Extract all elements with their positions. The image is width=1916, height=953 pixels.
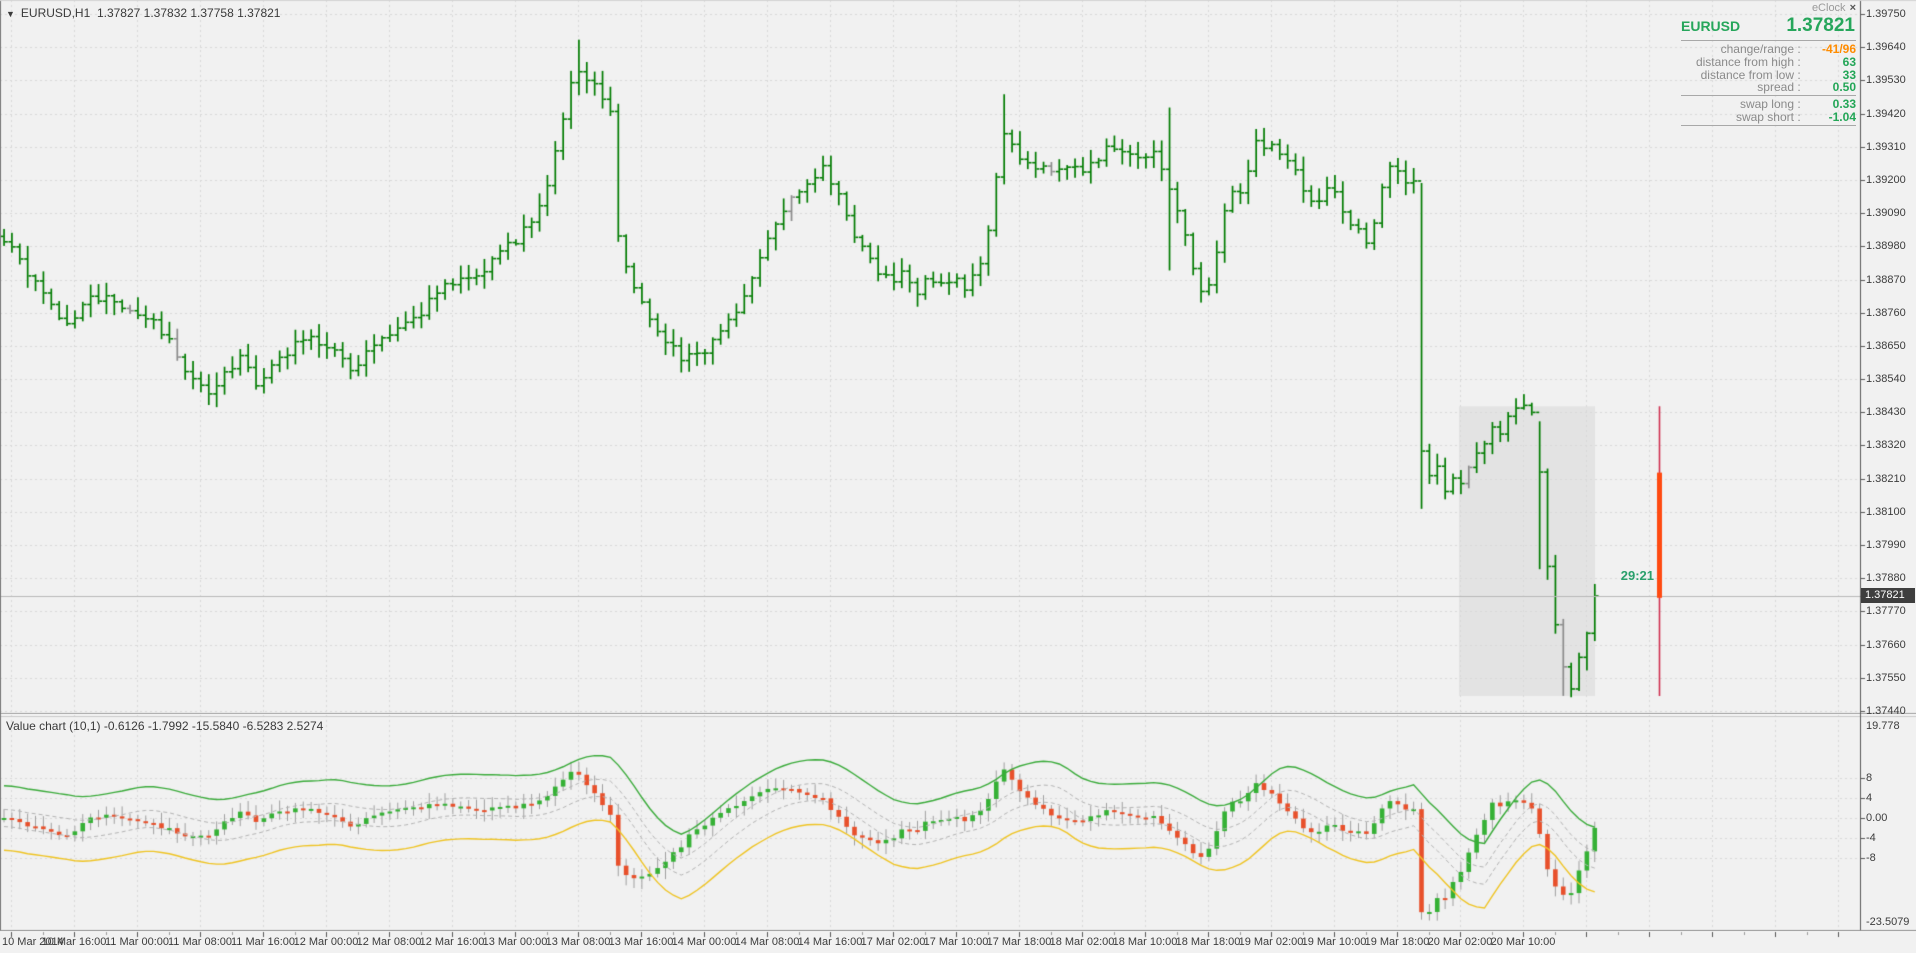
eclock-row-distance-high: distance from high : 63 — [1695, 54, 1856, 69]
indicator-axis-label: 8 — [1866, 772, 1873, 784]
countdown-label: 29:21 — [1620, 568, 1654, 583]
time-axis-label: 14 Mar 00:00 — [671, 936, 737, 948]
price-axis-label: 1.39750 — [1866, 8, 1906, 20]
price-axis-label: 1.38320 — [1866, 439, 1906, 451]
eclock-row-spread: spread : 0.50 — [1757, 80, 1856, 95]
time-axis-label: 19 Mar 02:00 — [1238, 936, 1304, 948]
indicator-title: Value chart (10,1) -0.6126 -1.7992 -15.5… — [6, 719, 324, 733]
price-axis-label: 1.38540 — [1866, 373, 1906, 385]
eclock-price: 1.37821 — [1786, 15, 1855, 36]
indicator-axis-label: -4 — [1866, 832, 1876, 844]
price-axis-label: 1.38210 — [1866, 473, 1906, 485]
time-axis-label: 14 Mar 08:00 — [734, 936, 800, 948]
time-axis-label: 17 Mar 10:00 — [923, 936, 989, 948]
time-axis-label: 18 Mar 10:00 — [1112, 936, 1178, 948]
price-axis-label: 1.37880 — [1866, 572, 1906, 584]
eclock-symbol: EURUSD — [1681, 18, 1741, 34]
time-axis-label: 17 Mar 02:00 — [860, 936, 926, 948]
price-axis-label: 1.39200 — [1866, 174, 1906, 186]
time-axis-label: 18 Mar 18:00 — [1175, 936, 1241, 948]
price-axis-label: 1.37770 — [1866, 605, 1906, 617]
eclock-panel: eClock × EURUSD 1.37821 change/range : -4… — [1681, 2, 1856, 128]
eclock-close-icon[interactable]: × — [1849, 2, 1856, 14]
price-axis-label: 1.38430 — [1866, 406, 1906, 418]
price-axis-label: 1.37660 — [1866, 639, 1906, 651]
price-axis-label: 1.38980 — [1866, 240, 1906, 252]
price-axis-label: 1.38650 — [1866, 340, 1906, 352]
eclock-row-swap-long: swap long : 0.33 — [1739, 97, 1856, 112]
time-axis-label: 12 Mar 08:00 — [356, 936, 422, 948]
price-axis-label: 1.39310 — [1866, 141, 1906, 153]
indicator-axis-label: -23.5079 — [1866, 916, 1910, 928]
collapse-quote-icon[interactable]: ▼ — [6, 9, 15, 19]
divider — [1681, 40, 1856, 41]
divider — [1681, 95, 1856, 97]
time-axis-label: 13 Mar 00:00 — [482, 936, 548, 948]
chart-header: ▼ EURUSD,H1 1.37827 1.37832 1.37758 1.378… — [6, 6, 280, 20]
time-axis-label: 19 Mar 18:00 — [1364, 936, 1430, 948]
eclock-title: eClock — [1811, 2, 1846, 14]
indicator-axis-label: 19.778 — [1866, 720, 1900, 732]
price-axis-label: 1.39420 — [1866, 108, 1906, 120]
time-axis-label: 20 Mar 10:00 — [1490, 936, 1556, 948]
time-axis-label: 14 Mar 16:00 — [797, 936, 863, 948]
symbol-period-label: EURUSD,H1 — [20, 6, 91, 20]
price-axis-label: 1.37550 — [1866, 672, 1906, 684]
time-axis-label: 10 Mar 2014 — [2, 936, 64, 948]
time-axis-label: 13 Mar 16:00 — [608, 936, 674, 948]
price-axis-label: 1.38100 — [1866, 506, 1906, 518]
divider — [1681, 124, 1856, 126]
price-axis-label: 1.38760 — [1866, 307, 1906, 319]
time-axis-label: 19 Mar 10:00 — [1301, 936, 1367, 948]
indicator-axis-label: 4 — [1866, 792, 1873, 804]
price-axis-label: 1.38870 — [1866, 274, 1906, 286]
price-axis-label: 1.39640 — [1866, 41, 1906, 53]
time-axis-label: 12 Mar 00:00 — [293, 936, 359, 948]
time-axis-label: 17 Mar 18:00 — [986, 936, 1052, 948]
time-axis-label: 11 Mar 16:00 — [230, 936, 296, 948]
eclock-row-distance-low: distance from low : 33 — [1700, 67, 1856, 82]
time-axis-label: 13 Mar 08:00 — [545, 936, 611, 948]
indicator-axis-label: 0.00 — [1866, 812, 1888, 824]
price-axis-label: 1.37440 — [1866, 705, 1906, 717]
time-axis-label: 12 Mar 16:00 — [419, 936, 485, 948]
eclock-row-change-range: change/range : -41/96 — [1720, 42, 1856, 56]
time-axis-label: 10 Mar 16:00 — [41, 936, 107, 948]
time-axis-label: 20 Mar 02:00 — [1427, 936, 1493, 948]
indicator-axis-label: -8 — [1866, 852, 1876, 864]
eclock-row-swap-short: swap short : -1.04 — [1735, 109, 1856, 124]
ohlc-values: 1.37827 1.37832 1.37758 1.37821 — [96, 6, 281, 20]
time-axis-label: 11 Mar 08:00 — [167, 936, 233, 948]
price-axis-label: 1.39530 — [1866, 74, 1906, 86]
time-axis-label: 18 Mar 02:00 — [1049, 936, 1115, 948]
price-axis-label: 1.37990 — [1866, 539, 1906, 551]
time-axis-label: 11 Mar 00:00 — [104, 936, 170, 948]
price-axis-label: 1.39090 — [1866, 207, 1906, 219]
current-price-badge: 1.37821 — [1861, 588, 1915, 603]
